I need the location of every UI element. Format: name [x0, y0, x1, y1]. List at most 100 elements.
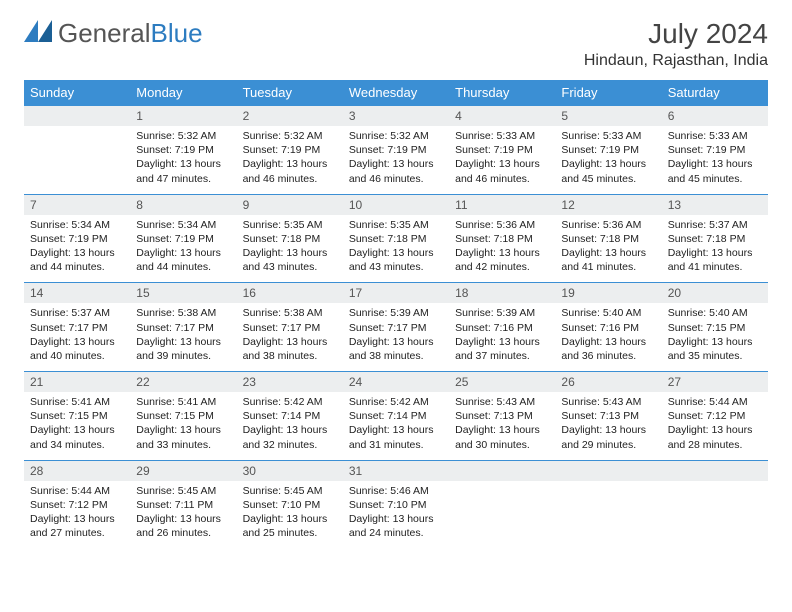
day-number: 18 [449, 282, 555, 303]
calendar-cell: 6Sunrise: 5:33 AMSunset: 7:19 PMDaylight… [662, 105, 768, 193]
day-number: 31 [343, 460, 449, 481]
calendar-cell: 27Sunrise: 5:44 AMSunset: 7:12 PMDayligh… [662, 370, 768, 459]
day-details: Sunrise: 5:33 AMSunset: 7:19 PMDaylight:… [555, 126, 661, 192]
day-details: Sunrise: 5:38 AMSunset: 7:17 PMDaylight:… [237, 303, 343, 369]
weekday-header: Saturday [662, 80, 768, 105]
calendar-cell [662, 459, 768, 548]
calendar-cell: 29Sunrise: 5:45 AMSunset: 7:11 PMDayligh… [130, 459, 236, 548]
day-details: Sunrise: 5:41 AMSunset: 7:15 PMDaylight:… [24, 392, 130, 458]
calendar-cell: 21Sunrise: 5:41 AMSunset: 7:15 PMDayligh… [24, 370, 130, 459]
day-details: Sunrise: 5:38 AMSunset: 7:17 PMDaylight:… [130, 303, 236, 369]
day-details: Sunrise: 5:42 AMSunset: 7:14 PMDaylight:… [343, 392, 449, 458]
calendar-row: 21Sunrise: 5:41 AMSunset: 7:15 PMDayligh… [24, 370, 768, 459]
header: GeneralBlue July 2024 Hindaun, Rajasthan… [24, 18, 768, 70]
calendar-row: 28Sunrise: 5:44 AMSunset: 7:12 PMDayligh… [24, 459, 768, 548]
day-details: Sunrise: 5:34 AMSunset: 7:19 PMDaylight:… [24, 215, 130, 281]
weekday-header: Monday [130, 80, 236, 105]
day-details: Sunrise: 5:33 AMSunset: 7:19 PMDaylight:… [662, 126, 768, 192]
day-details: Sunrise: 5:45 AMSunset: 7:11 PMDaylight:… [130, 481, 236, 547]
weekday-header: Friday [555, 80, 661, 105]
day-number: 28 [24, 460, 130, 481]
calendar-table: SundayMondayTuesdayWednesdayThursdayFrid… [24, 80, 768, 548]
logo-word-2: Blue [151, 18, 203, 48]
day-details: Sunrise: 5:45 AMSunset: 7:10 PMDaylight:… [237, 481, 343, 547]
calendar-cell: 18Sunrise: 5:39 AMSunset: 7:16 PMDayligh… [449, 281, 555, 370]
day-number: 23 [237, 371, 343, 392]
calendar-cell [449, 459, 555, 548]
day-details: Sunrise: 5:36 AMSunset: 7:18 PMDaylight:… [555, 215, 661, 281]
calendar-cell: 9Sunrise: 5:35 AMSunset: 7:18 PMDaylight… [237, 193, 343, 282]
day-details: Sunrise: 5:37 AMSunset: 7:18 PMDaylight:… [662, 215, 768, 281]
calendar-cell: 28Sunrise: 5:44 AMSunset: 7:12 PMDayligh… [24, 459, 130, 548]
weekday-header: Sunday [24, 80, 130, 105]
calendar-cell: 19Sunrise: 5:40 AMSunset: 7:16 PMDayligh… [555, 281, 661, 370]
day-number: 9 [237, 194, 343, 215]
calendar-cell [24, 105, 130, 193]
day-details: Sunrise: 5:32 AMSunset: 7:19 PMDaylight:… [130, 126, 236, 192]
logo-word-1: General [58, 18, 151, 48]
calendar-cell: 20Sunrise: 5:40 AMSunset: 7:15 PMDayligh… [662, 281, 768, 370]
calendar-cell: 10Sunrise: 5:35 AMSunset: 7:18 PMDayligh… [343, 193, 449, 282]
calendar-cell: 8Sunrise: 5:34 AMSunset: 7:19 PMDaylight… [130, 193, 236, 282]
day-number: 17 [343, 282, 449, 303]
day-details: Sunrise: 5:36 AMSunset: 7:18 PMDaylight:… [449, 215, 555, 281]
day-number: 3 [343, 105, 449, 126]
day-details: Sunrise: 5:32 AMSunset: 7:19 PMDaylight:… [237, 126, 343, 192]
calendar-cell: 13Sunrise: 5:37 AMSunset: 7:18 PMDayligh… [662, 193, 768, 282]
weekday-row: SundayMondayTuesdayWednesdayThursdayFrid… [24, 80, 768, 105]
day-number: 29 [130, 460, 236, 481]
day-details: Sunrise: 5:39 AMSunset: 7:17 PMDaylight:… [343, 303, 449, 369]
logo-text: GeneralBlue [58, 18, 203, 49]
day-details: Sunrise: 5:40 AMSunset: 7:15 PMDaylight:… [662, 303, 768, 369]
calendar-row: 7Sunrise: 5:34 AMSunset: 7:19 PMDaylight… [24, 193, 768, 282]
day-details: Sunrise: 5:35 AMSunset: 7:18 PMDaylight:… [237, 215, 343, 281]
calendar-cell: 15Sunrise: 5:38 AMSunset: 7:17 PMDayligh… [130, 281, 236, 370]
day-number: 8 [130, 194, 236, 215]
calendar-cell: 17Sunrise: 5:39 AMSunset: 7:17 PMDayligh… [343, 281, 449, 370]
calendar-cell: 1Sunrise: 5:32 AMSunset: 7:19 PMDaylight… [130, 105, 236, 193]
day-details: Sunrise: 5:34 AMSunset: 7:19 PMDaylight:… [130, 215, 236, 281]
calendar-cell: 5Sunrise: 5:33 AMSunset: 7:19 PMDaylight… [555, 105, 661, 193]
calendar-cell: 3Sunrise: 5:32 AMSunset: 7:19 PMDaylight… [343, 105, 449, 193]
calendar-row: 1Sunrise: 5:32 AMSunset: 7:19 PMDaylight… [24, 105, 768, 193]
day-details: Sunrise: 5:43 AMSunset: 7:13 PMDaylight:… [449, 392, 555, 458]
day-details: Sunrise: 5:42 AMSunset: 7:14 PMDaylight:… [237, 392, 343, 458]
calendar-cell: 2Sunrise: 5:32 AMSunset: 7:19 PMDaylight… [237, 105, 343, 193]
title-block: July 2024 Hindaun, Rajasthan, India [584, 18, 768, 70]
calendar-cell: 12Sunrise: 5:36 AMSunset: 7:18 PMDayligh… [555, 193, 661, 282]
calendar-cell: 30Sunrise: 5:45 AMSunset: 7:10 PMDayligh… [237, 459, 343, 548]
calendar-cell: 24Sunrise: 5:42 AMSunset: 7:14 PMDayligh… [343, 370, 449, 459]
calendar-cell: 14Sunrise: 5:37 AMSunset: 7:17 PMDayligh… [24, 281, 130, 370]
day-details: Sunrise: 5:44 AMSunset: 7:12 PMDaylight:… [662, 392, 768, 458]
day-number: 5 [555, 105, 661, 126]
day-number: 10 [343, 194, 449, 215]
day-number: 7 [24, 194, 130, 215]
day-number: 12 [555, 194, 661, 215]
weekday-header: Tuesday [237, 80, 343, 105]
day-details: Sunrise: 5:33 AMSunset: 7:19 PMDaylight:… [449, 126, 555, 192]
weekday-header: Wednesday [343, 80, 449, 105]
calendar-cell: 11Sunrise: 5:36 AMSunset: 7:18 PMDayligh… [449, 193, 555, 282]
day-number: 2 [237, 105, 343, 126]
calendar-body: 1Sunrise: 5:32 AMSunset: 7:19 PMDaylight… [24, 105, 768, 547]
weekday-header: Thursday [449, 80, 555, 105]
day-number: 27 [662, 371, 768, 392]
calendar-cell: 25Sunrise: 5:43 AMSunset: 7:13 PMDayligh… [449, 370, 555, 459]
day-details: Sunrise: 5:40 AMSunset: 7:16 PMDaylight:… [555, 303, 661, 369]
calendar-cell: 23Sunrise: 5:42 AMSunset: 7:14 PMDayligh… [237, 370, 343, 459]
calendar-cell [555, 459, 661, 548]
calendar-row: 14Sunrise: 5:37 AMSunset: 7:17 PMDayligh… [24, 281, 768, 370]
day-details: Sunrise: 5:37 AMSunset: 7:17 PMDaylight:… [24, 303, 130, 369]
day-details: Sunrise: 5:41 AMSunset: 7:15 PMDaylight:… [130, 392, 236, 458]
day-details: Sunrise: 5:39 AMSunset: 7:16 PMDaylight:… [449, 303, 555, 369]
calendar-cell: 31Sunrise: 5:46 AMSunset: 7:10 PMDayligh… [343, 459, 449, 548]
day-number: 21 [24, 371, 130, 392]
day-number: 11 [449, 194, 555, 215]
day-number: 4 [449, 105, 555, 126]
day-number: 22 [130, 371, 236, 392]
day-number: 1 [130, 105, 236, 126]
day-details: Sunrise: 5:43 AMSunset: 7:13 PMDaylight:… [555, 392, 661, 458]
month-title: July 2024 [584, 18, 768, 50]
day-number: 25 [449, 371, 555, 392]
day-number: 26 [555, 371, 661, 392]
